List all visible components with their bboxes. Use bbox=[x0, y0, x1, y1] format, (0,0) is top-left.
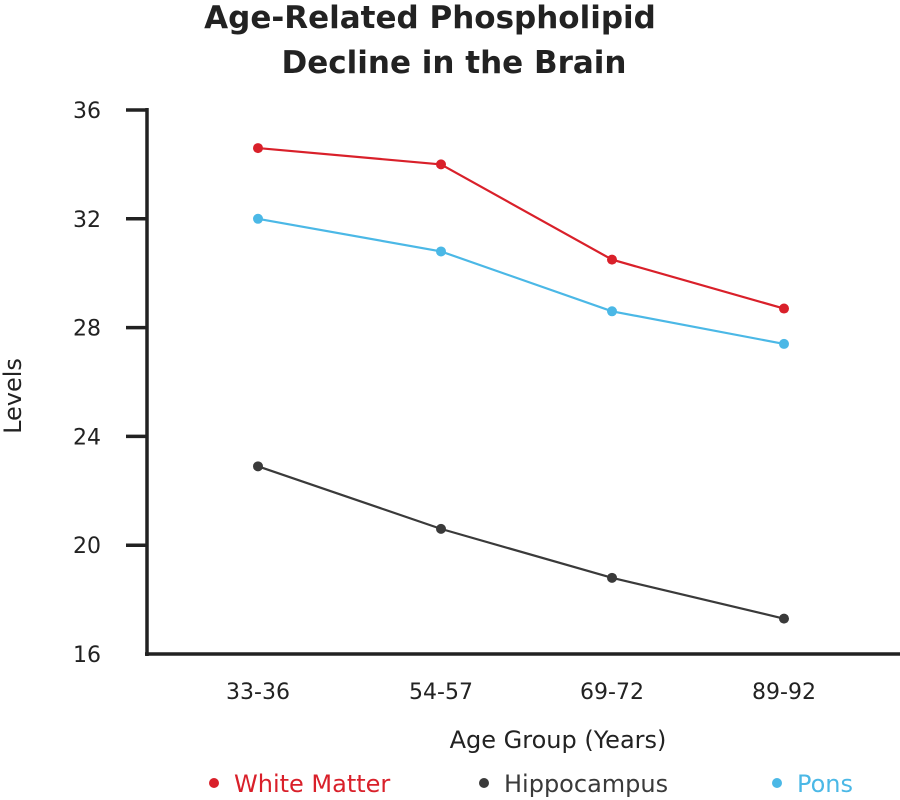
data-point bbox=[436, 159, 446, 170]
y-tick-label: 20 bbox=[73, 534, 101, 559]
axes bbox=[145, 108, 900, 656]
data-point bbox=[779, 303, 789, 314]
y-tick-label: 36 bbox=[73, 99, 101, 124]
data-point bbox=[607, 254, 617, 265]
data-point bbox=[253, 143, 263, 154]
legend-marker bbox=[479, 778, 489, 788]
data-point bbox=[607, 306, 617, 317]
chart-title-line-2: Decline in the Brain bbox=[282, 45, 627, 81]
legend-marker bbox=[209, 778, 219, 788]
legend-item: Hippocampus bbox=[479, 770, 668, 798]
series-pons bbox=[253, 213, 789, 349]
series-line bbox=[257, 146, 785, 310]
data-point bbox=[253, 213, 263, 224]
x-tick-label: 89-92 bbox=[752, 680, 816, 705]
x-tick-label: 54-57 bbox=[409, 680, 473, 705]
data-point bbox=[779, 613, 789, 624]
series-hippocampus bbox=[253, 461, 789, 624]
y-tick-label: 24 bbox=[73, 425, 101, 450]
y-tick-label: 28 bbox=[73, 317, 101, 342]
x-tick-label: 33-36 bbox=[226, 680, 290, 705]
series-line bbox=[257, 217, 785, 346]
legend-label: Pons bbox=[797, 770, 853, 798]
series-line bbox=[257, 465, 785, 620]
legend-label: Hippocampus bbox=[504, 770, 668, 798]
data-point bbox=[253, 461, 263, 472]
y-axis-title: Levels bbox=[0, 358, 27, 434]
series-group bbox=[253, 143, 789, 624]
x-tick-label: 69-72 bbox=[580, 680, 644, 705]
y-ticks: 16 20 24 28 32 36 bbox=[73, 99, 147, 668]
data-point bbox=[436, 246, 446, 257]
x-axis-title: Age Group (Years) bbox=[450, 726, 667, 754]
series-white-matter bbox=[253, 143, 789, 314]
legend-item: White Matter bbox=[209, 770, 390, 798]
legend-marker bbox=[772, 778, 782, 788]
legend: White Matter Hippocampus Pons bbox=[209, 770, 853, 798]
legend-item: Pons bbox=[772, 770, 853, 798]
data-point bbox=[436, 523, 446, 534]
y-tick-label: 32 bbox=[73, 208, 101, 233]
data-point bbox=[607, 572, 617, 583]
chart-title-line-1: Age-Related Phospholipid bbox=[204, 0, 656, 36]
x-ticks: 33-36 54-57 69-72 89-92 bbox=[226, 680, 816, 705]
legend-label: White Matter bbox=[234, 770, 390, 798]
y-tick-label: 16 bbox=[73, 643, 101, 668]
data-point bbox=[779, 338, 789, 349]
